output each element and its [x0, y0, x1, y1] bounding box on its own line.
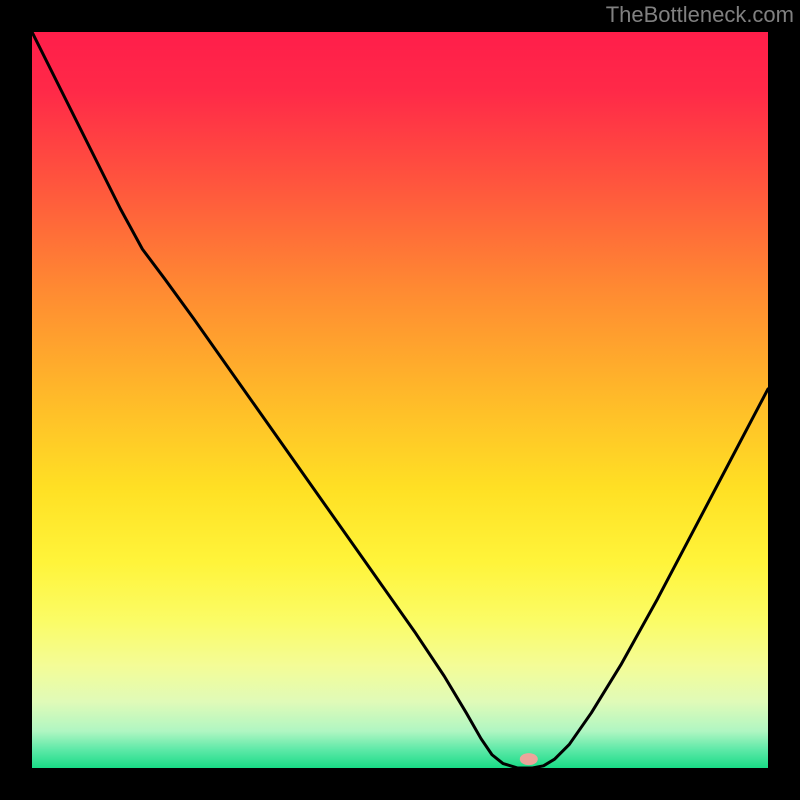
watermark-text: TheBottleneck.com: [606, 2, 794, 28]
chart-svg: [32, 32, 768, 768]
minimum-marker: [520, 753, 538, 765]
gradient-background: [32, 32, 768, 768]
plot-area: [32, 32, 768, 768]
chart-container: TheBottleneck.com: [0, 0, 800, 800]
